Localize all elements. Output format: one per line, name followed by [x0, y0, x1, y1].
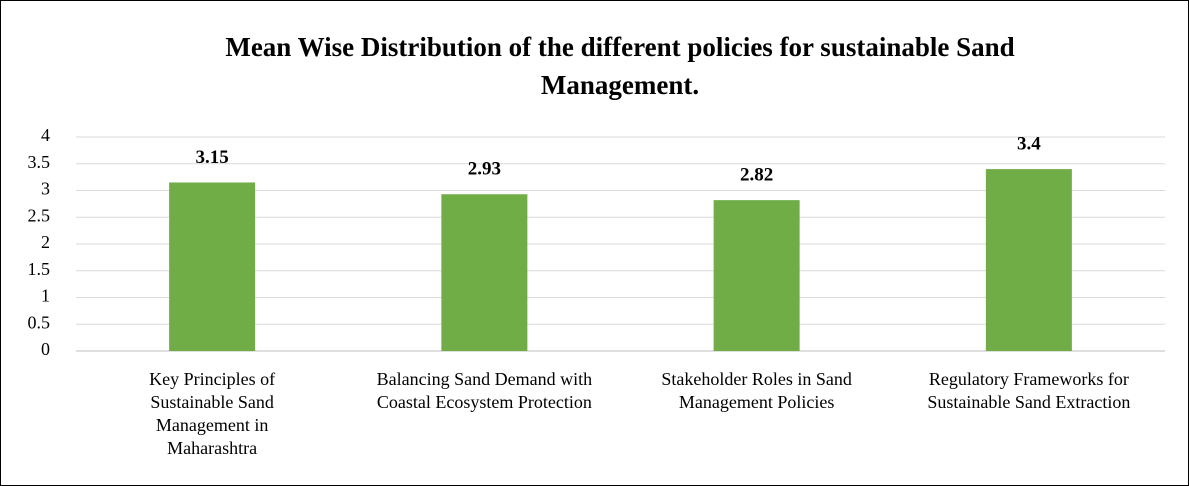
y-tick-label: 1 [41, 286, 50, 306]
data-label: 2.82 [740, 164, 773, 185]
x-tick-label: Key Principles of Sustainable Sand Manag… [149, 369, 276, 458]
bar [985, 169, 1072, 351]
x-tick-label: Regulatory Frameworks for Sustainable Sa… [927, 369, 1131, 412]
bar [441, 194, 528, 351]
y-tick-label: 0 [41, 339, 50, 359]
y-tick-label: 2.5 [28, 205, 51, 225]
y-tick-label: 3.5 [28, 152, 51, 172]
y-tick-label: 0.5 [28, 312, 51, 332]
y-tick-label: 2 [41, 232, 50, 252]
y-tick-label: 4 [41, 125, 50, 145]
y-tick-label: 1.5 [28, 259, 51, 279]
bar [169, 182, 256, 351]
data-label: 3.15 [196, 147, 229, 168]
x-tick-label: Balancing Sand Demand with Coastal Ecosy… [376, 369, 593, 412]
data-label: 3.4 [1017, 133, 1041, 154]
chart-title: Mean Wise Distribution of the different … [225, 32, 1015, 100]
data-label: 2.93 [468, 159, 501, 180]
y-tick-label: 3 [41, 179, 50, 199]
bar [713, 200, 800, 351]
x-tick-label: Stakeholder Roles in Sand Management Pol… [661, 369, 852, 412]
